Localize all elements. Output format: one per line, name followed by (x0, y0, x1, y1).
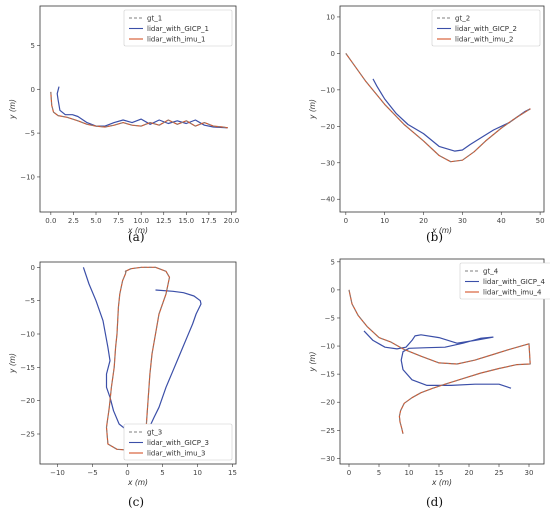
legend: gt_3 lidar_with_GICP_3 lidar_with_imu_3 (123, 423, 233, 461)
x-tick-label: 15 (435, 469, 444, 477)
chart-panel-1: 0.0 2.5 5.0 7.5 10.0 12.5 15.0 17.5 20.0 5 0 −5 −10 x… (8, 5, 240, 235)
x-tick-label: 40 (497, 217, 506, 225)
y-tick-label: −5 (25, 297, 35, 305)
series-line-gt-1 (50, 91, 228, 129)
y-axis-label: y (m) (308, 351, 317, 372)
x-tick-label: 5 (377, 469, 381, 477)
legend: gt_1 lidar_with_GICP_1 lidar_with_imu_1 (123, 9, 233, 47)
legend-label: gt_1 (147, 15, 162, 23)
y-tick-label: 0 (331, 50, 335, 58)
legend-label: gt_4 (483, 268, 499, 276)
y-tick-label: −20 (320, 399, 335, 407)
y-tick-label: −15 (20, 364, 35, 372)
x-tick-label: 5.0 (90, 217, 101, 225)
chart-panel-3: −10 −5 0 5 10 15 0 −5 −10 −15 −20 −25 x (m) y (m) gt_3… (8, 261, 237, 487)
x-tick-label: 0 (347, 469, 351, 477)
x-tick-label: 2.5 (68, 217, 79, 225)
x-tick-label: 15.0 (179, 217, 195, 225)
y-axis-label: y (m) (8, 353, 17, 374)
y-tick-label: −10 (20, 173, 35, 181)
y-tick-label: −25 (320, 427, 335, 435)
y-tick-label: −10 (320, 343, 335, 351)
y-tick-label: −20 (20, 397, 35, 405)
x-tick-label: 5 (160, 469, 164, 477)
series-line-lidar-with-gicp-2 (372, 78, 531, 152)
y-tick-label: −5 (325, 314, 335, 322)
legend-label: lidar_with_GICP_4 (483, 278, 545, 286)
legend-label: gt_2 (455, 15, 470, 23)
x-tick-label: 12.5 (156, 217, 172, 225)
x-tick-label: 50 (536, 217, 545, 225)
x-tick-label: 7.5 (113, 217, 124, 225)
y-tick-label: 0 (31, 264, 35, 272)
x-tick-label: 20.0 (224, 217, 240, 225)
x-tick-label: 0.0 (45, 217, 56, 225)
panel-label-a: (a) (128, 230, 145, 244)
y-axis-label: y (m) (8, 99, 17, 120)
legend-label: lidar_with_GICP_2 (455, 25, 517, 33)
legend-box (123, 423, 233, 461)
x-tick-label: 0 (344, 217, 348, 225)
legend: gt_2 lidar_with_GICP_2 lidar_with_imu_2 (431, 9, 541, 47)
y-tick-label: 5 (31, 42, 35, 50)
series-line-lidar-with-gicp-4 (363, 330, 512, 389)
x-tick-label: 30 (458, 217, 467, 225)
y-tick-label: 5 (331, 258, 335, 266)
y-tick-label: −10 (320, 86, 335, 94)
legend-box (431, 9, 541, 47)
y-tick-label: −15 (320, 371, 335, 379)
x-tick-label: 0 (125, 469, 129, 477)
y-tick-label: 0 (331, 286, 335, 294)
x-tick-label: −10 (50, 469, 65, 477)
panel-label-d: (d) (426, 495, 444, 509)
legend: gt_4 lidar_with_GICP_4 lidar_with_imu_4 (459, 262, 550, 300)
series-line-lidar-with-gicp-3 (82, 267, 202, 434)
legend-label: lidar_with_imu_1 (147, 36, 206, 44)
x-tick-label: 10 (380, 217, 389, 225)
y-axis-label: y (m) (308, 99, 317, 120)
legend-box (123, 9, 233, 47)
legend-label: gt_3 (147, 429, 162, 437)
x-tick-label: 15 (228, 469, 237, 477)
legend-label: lidar_with_imu_4 (483, 289, 542, 297)
x-tick-label: 25 (495, 469, 504, 477)
x-tick-label: 20 (465, 469, 474, 477)
y-tick-label: −30 (320, 455, 335, 463)
x-tick-label: 30 (525, 469, 534, 477)
x-tick-label: −5 (87, 469, 97, 477)
series-line-gt-2 (345, 53, 531, 163)
x-axis-label: x (m) (431, 226, 452, 235)
x-axis-label: x (m) (431, 478, 452, 487)
y-tick-label: −5 (25, 130, 35, 138)
legend-label: lidar_with_GICP_3 (147, 439, 209, 447)
legend-label: lidar_with_imu_2 (455, 36, 514, 44)
legend-box (459, 262, 550, 300)
y-tick-label: −20 (320, 123, 335, 131)
legend-label: lidar_with_imu_3 (147, 450, 206, 458)
x-axis-label: x (m) (127, 226, 148, 235)
y-tick-label: 0 (31, 86, 35, 94)
x-tick-label: 20 (419, 217, 428, 225)
y-tick-label: −25 (20, 431, 35, 439)
chart-panel-4: 0 5 10 15 20 25 30 5 0 −5 −10 −15 −20 −25 −30 x (m) y (m… (308, 258, 550, 487)
x-tick-label: 10 (193, 469, 202, 477)
y-tick-label: −10 (20, 331, 35, 339)
x-tick-label: 17.5 (201, 217, 217, 225)
series-line-gt-4 (348, 289, 531, 434)
legend-label: lidar_with_GICP_1 (147, 25, 209, 33)
y-tick-label: −40 (320, 196, 335, 204)
panel-label-b: (b) (426, 230, 444, 244)
x-axis-label: x (m) (127, 478, 148, 487)
y-tick-label: −30 (320, 159, 335, 167)
y-tick-label: 10 (326, 13, 335, 21)
chart-panel-2: 0 10 20 30 40 50 10 0 −10 −20 −30 −40 x (m) y (m) gt_2… (308, 5, 545, 235)
x-tick-label: 10 (405, 469, 414, 477)
x-tick-label: 10.0 (133, 217, 149, 225)
panel-label-c: (c) (128, 495, 145, 509)
